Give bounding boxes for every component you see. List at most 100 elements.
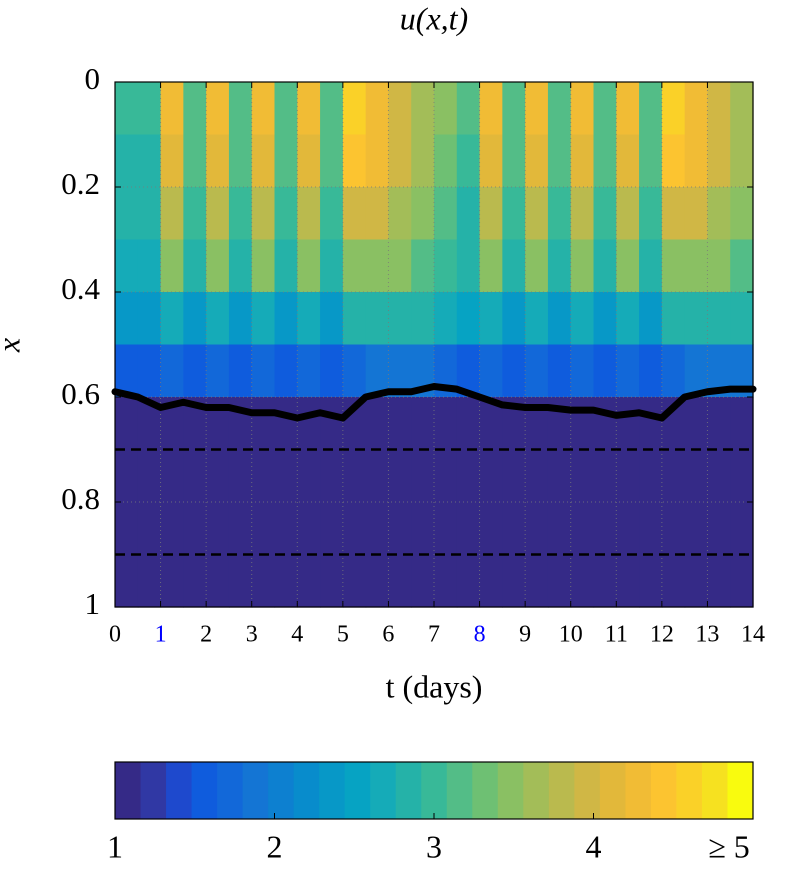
heatmap-cell bbox=[434, 82, 458, 136]
colorbar-segment bbox=[421, 762, 448, 819]
heatmap-cell bbox=[206, 344, 230, 398]
colorbar-segment bbox=[472, 762, 499, 819]
heatmap-cell bbox=[730, 187, 754, 241]
heatmap-cell bbox=[547, 344, 572, 398]
heatmap-cell bbox=[661, 239, 686, 293]
y-axis-label: x bbox=[0, 338, 26, 353]
heatmap-cell bbox=[274, 134, 298, 188]
heatmap-cell bbox=[434, 292, 458, 346]
heatmap-cell bbox=[593, 134, 617, 188]
colorbar-segment bbox=[701, 762, 728, 819]
heatmap-cell bbox=[525, 344, 549, 398]
heatmap-cell bbox=[502, 134, 526, 188]
heatmap-cell bbox=[183, 82, 207, 136]
heatmap-cell bbox=[547, 292, 572, 346]
heatmap-cell bbox=[274, 82, 298, 136]
heatmap-cell bbox=[388, 134, 412, 188]
heatmap-cell bbox=[456, 397, 481, 608]
colorbar-segment bbox=[395, 762, 422, 819]
heatmap-cell bbox=[320, 239, 344, 293]
colorbar-segment bbox=[268, 762, 295, 819]
heatmap-cell bbox=[297, 239, 321, 293]
heatmap-cell bbox=[434, 397, 458, 608]
heatmap-cell bbox=[251, 239, 276, 293]
heatmap-cell bbox=[593, 292, 617, 346]
heatmap-cell bbox=[502, 344, 526, 398]
x-tick-label: 7 bbox=[428, 622, 440, 648]
heatmap-cell bbox=[342, 344, 367, 398]
heatmap-cell bbox=[160, 82, 184, 136]
heatmap-cell bbox=[707, 292, 731, 346]
heatmap-cell bbox=[479, 292, 503, 346]
heatmap-cell bbox=[206, 134, 230, 188]
heatmap-cell bbox=[160, 187, 184, 241]
heatmap-cell bbox=[479, 187, 503, 241]
heatmap-cell bbox=[251, 134, 276, 188]
colorbar-tick-label: ≥ 5 bbox=[708, 828, 750, 864]
heatmap-cell bbox=[137, 187, 162, 241]
heatmap-cell bbox=[411, 82, 435, 136]
heatmap-cell bbox=[320, 187, 344, 241]
heatmap-cell bbox=[547, 239, 572, 293]
heatmap-cell bbox=[684, 82, 709, 136]
heatmap-cell bbox=[593, 187, 617, 241]
heatmap-cell bbox=[684, 134, 709, 188]
colorbar-segment bbox=[319, 762, 346, 819]
heatmap-cell bbox=[434, 134, 458, 188]
colorbar-segment bbox=[599, 762, 626, 819]
heatmap-cell bbox=[137, 239, 162, 293]
heatmap-cell bbox=[365, 239, 390, 293]
heatmap-cell bbox=[388, 239, 412, 293]
x-tick-label: 10 bbox=[559, 622, 583, 648]
heatmap-cell bbox=[137, 134, 162, 188]
heatmap-cell bbox=[320, 134, 344, 188]
heatmap-cell bbox=[684, 292, 709, 346]
heatmap-cell bbox=[661, 344, 686, 398]
heatmap-cell bbox=[525, 397, 549, 608]
x-tick-label: 4 bbox=[291, 622, 303, 648]
heatmap-cell bbox=[639, 82, 663, 136]
heatmap-cell bbox=[228, 239, 253, 293]
colorbar-segment bbox=[242, 762, 269, 819]
heatmap-cell bbox=[160, 239, 184, 293]
heatmap-cell bbox=[707, 344, 731, 398]
heatmap-cell bbox=[639, 134, 663, 188]
heatmap-cell bbox=[228, 134, 253, 188]
heatmap-cell bbox=[547, 82, 572, 136]
y-tick-label: 0.6 bbox=[61, 376, 100, 411]
heatmap-cell bbox=[206, 187, 230, 241]
heatmap-cell bbox=[365, 397, 390, 608]
heatmap-cell bbox=[684, 344, 709, 398]
heatmap-cell bbox=[616, 134, 640, 188]
x-tick-label: 6 bbox=[382, 622, 394, 648]
colorbar-segment bbox=[548, 762, 575, 819]
heatmap-cell bbox=[570, 239, 595, 293]
colorbar-tick-label: 1 bbox=[107, 828, 123, 864]
heatmap-cell bbox=[593, 239, 617, 293]
heatmap-cell bbox=[115, 187, 139, 241]
heatmap-cell bbox=[456, 344, 481, 398]
heatmap-cell bbox=[525, 187, 549, 241]
heatmap-cell bbox=[479, 239, 503, 293]
heatmap-cell bbox=[137, 82, 162, 136]
heatmap-cell bbox=[388, 82, 412, 136]
y-tick-label: 0.8 bbox=[61, 481, 100, 516]
heatmap-cell bbox=[525, 82, 549, 136]
heatmap-cell bbox=[502, 397, 526, 608]
heatmap-cell bbox=[639, 239, 663, 293]
heatmap-cell bbox=[525, 292, 549, 346]
y-tick-label: 0.2 bbox=[61, 166, 100, 201]
colorbar-segment bbox=[217, 762, 244, 819]
colorbar-segment bbox=[574, 762, 601, 819]
heatmap-cell bbox=[502, 187, 526, 241]
heatmap-cell bbox=[274, 292, 298, 346]
heatmap-cell bbox=[434, 187, 458, 241]
heatmap-cell bbox=[388, 344, 412, 398]
heatmap-cell bbox=[115, 344, 139, 398]
heatmap-cell bbox=[251, 344, 276, 398]
heatmap-cell bbox=[456, 82, 481, 136]
heatmap-cell bbox=[274, 239, 298, 293]
heatmap-cell bbox=[183, 187, 207, 241]
heatmap-cell bbox=[342, 187, 367, 241]
heatmap-cell bbox=[570, 292, 595, 346]
